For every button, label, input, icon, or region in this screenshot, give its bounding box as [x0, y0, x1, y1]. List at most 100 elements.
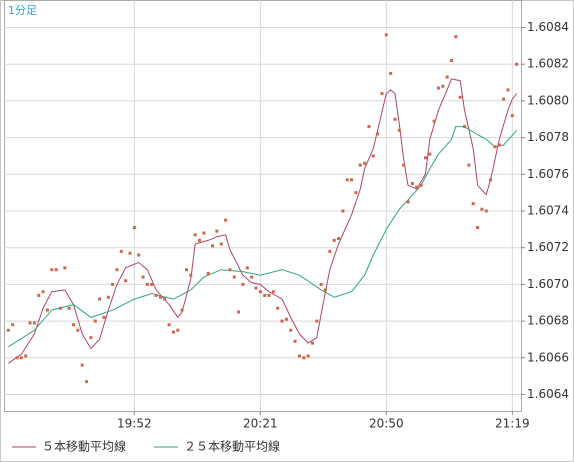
price-point	[489, 178, 493, 182]
price-point	[363, 161, 367, 165]
price-point	[180, 308, 184, 312]
price-point	[476, 226, 480, 230]
price-point	[493, 145, 497, 149]
price-point	[454, 35, 458, 39]
price-point	[115, 268, 119, 272]
price-point	[215, 229, 219, 233]
price-point	[11, 323, 15, 327]
price-point	[428, 152, 432, 156]
price-point	[497, 143, 501, 147]
price-point	[345, 178, 349, 182]
price-point	[184, 268, 188, 272]
price-point	[176, 328, 180, 332]
price-point	[158, 295, 162, 299]
price-point	[419, 183, 423, 187]
price-point	[106, 295, 110, 299]
price-point	[502, 97, 506, 101]
price-point	[41, 290, 45, 294]
price-point	[393, 117, 397, 121]
price-point	[163, 297, 167, 301]
y-tick-label: 1.6066	[527, 350, 569, 364]
price-point	[224, 218, 228, 222]
price-point	[206, 271, 210, 275]
x-tick-label: 20:50	[369, 417, 404, 431]
price-point	[85, 380, 89, 384]
price-point	[45, 308, 49, 312]
price-point	[19, 356, 23, 360]
y-tick-label: 1.6064	[527, 387, 569, 401]
price-point	[37, 293, 41, 297]
price-point	[119, 249, 123, 253]
y-tick-label: 1.6080	[527, 93, 569, 107]
price-point	[319, 282, 323, 286]
y-tick-label: 1.6070	[527, 277, 569, 291]
price-point	[202, 231, 206, 235]
price-point	[280, 319, 284, 323]
price-point	[219, 242, 223, 246]
price-point	[54, 268, 58, 272]
price-point	[397, 128, 401, 132]
y-tick-label: 1.6082	[527, 57, 569, 71]
price-point	[124, 279, 128, 283]
price-point	[458, 95, 462, 99]
price-point	[358, 163, 362, 167]
price-point	[284, 317, 288, 321]
price-point	[76, 328, 80, 332]
price-point	[6, 328, 10, 332]
price-point	[384, 33, 388, 37]
price-point	[467, 163, 471, 167]
price-point	[24, 354, 28, 358]
price-point	[32, 321, 36, 325]
price-point	[211, 244, 215, 248]
price-point	[350, 178, 354, 182]
price-point	[189, 273, 193, 277]
price-point	[380, 92, 384, 96]
price-point	[15, 356, 19, 360]
price-point	[271, 290, 275, 294]
price-point	[50, 268, 54, 272]
price-point	[341, 209, 345, 213]
price-point	[310, 341, 314, 345]
price-point	[228, 268, 232, 272]
price-point	[406, 200, 410, 204]
price-point	[354, 191, 358, 195]
y-tick-label: 1.6068	[527, 314, 569, 328]
price-point	[267, 293, 271, 297]
y-tick-label: 1.6084	[527, 20, 569, 34]
price-point	[132, 226, 136, 230]
price-point	[328, 249, 332, 253]
price-point	[441, 84, 445, 88]
price-point	[193, 233, 197, 237]
price-point	[80, 363, 84, 367]
x-tick-label: 21:19	[495, 417, 530, 431]
price-point	[410, 181, 414, 185]
price-point	[432, 119, 436, 123]
price-point	[98, 297, 102, 301]
price-point	[480, 207, 484, 211]
price-point	[484, 209, 488, 213]
price-point	[423, 156, 427, 160]
y-tick-label: 1.6076	[527, 167, 569, 181]
price-point	[89, 336, 93, 340]
y-tick-label: 1.6078	[527, 130, 569, 144]
price-point	[58, 306, 62, 310]
price-point	[250, 275, 254, 279]
price-point	[306, 354, 310, 358]
price-point	[72, 323, 76, 327]
price-point	[102, 315, 106, 319]
price-point	[415, 185, 419, 189]
price-point	[367, 125, 371, 129]
price-point	[289, 328, 293, 332]
price-point	[198, 238, 202, 242]
price-point	[293, 339, 297, 343]
legend-label: ５本移動平均線	[42, 439, 126, 454]
price-point	[332, 238, 336, 242]
ma-line	[8, 78, 518, 364]
price-point	[254, 286, 258, 290]
price-point	[323, 288, 327, 292]
price-point	[171, 330, 175, 334]
legend-label: ２５本移動平均線	[184, 439, 280, 454]
price-point	[93, 319, 97, 323]
